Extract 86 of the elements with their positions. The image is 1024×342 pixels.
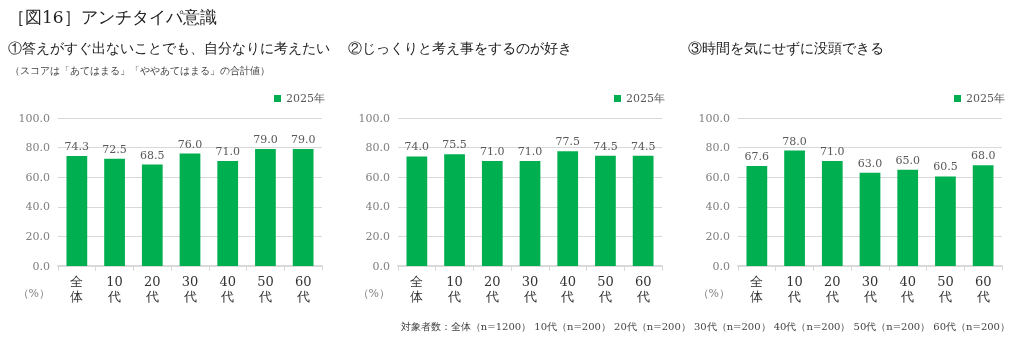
data-label: 79.0 (290, 133, 316, 147)
bar (141, 164, 163, 266)
y-tick-label: 100.0 (698, 111, 730, 125)
data-label: 74.5 (593, 139, 618, 153)
y-tick-label: 80.0 (705, 141, 730, 155)
legend-label: 2025年 (626, 92, 666, 105)
y-tick-label: 60.0 (705, 170, 730, 184)
chart-title: ①答えがすぐ出ないことでも、自分なりに考えたい (8, 40, 330, 58)
bar (217, 160, 239, 266)
legend-label: 2025年 (286, 92, 326, 105)
x-tick-label: 60代 (974, 274, 992, 304)
x-tick-label: 40代 (899, 274, 916, 304)
chart-title: ③時間を気にせずに没頭できる (688, 40, 884, 58)
y-tick-label: 80.0 (365, 141, 390, 155)
bar (104, 158, 125, 266)
bar (821, 160, 843, 266)
y-tick-label: 60.0 (25, 170, 50, 184)
data-label: 65.0 (895, 153, 920, 167)
bar (746, 165, 768, 266)
x-tick-label: 20代 (824, 274, 841, 304)
bar (859, 172, 881, 266)
data-label: 68.5 (140, 148, 165, 162)
y-tick-label: 40.0 (365, 200, 390, 214)
x-tick-label: 40代 (219, 274, 236, 304)
data-label: 79.0 (253, 133, 278, 147)
bar (255, 149, 276, 266)
data-label: 77.5 (555, 135, 580, 149)
data-label: 63.0 (857, 156, 883, 170)
x-tick-label: 30代 (181, 274, 199, 304)
x-tick-label: 30代 (861, 274, 879, 304)
bar (66, 156, 88, 266)
data-label: 71.0 (480, 144, 505, 158)
x-tick-label: 20代 (484, 274, 501, 304)
x-tick-label: 10代 (446, 274, 463, 304)
x-tick-label: 20代 (144, 274, 161, 304)
data-label: 74.5 (630, 139, 656, 153)
data-label: 60.5 (933, 160, 958, 174)
x-tick-label: 40代 (559, 274, 576, 304)
x-tick-label: 50代 (257, 274, 274, 304)
data-label: 75.5 (442, 138, 467, 152)
x-tick-label: 10代 (786, 274, 803, 304)
bar (784, 150, 805, 266)
y-tick-label: 40.0 (25, 200, 50, 214)
data-label: 71.0 (820, 144, 845, 158)
legend-label: 2025年 (966, 92, 1006, 105)
bar (179, 153, 201, 266)
data-label: 68.0 (970, 149, 996, 163)
bar (897, 169, 919, 266)
data-label: 72.5 (102, 142, 127, 156)
data-label: 71.0 (517, 144, 543, 158)
x-tick-label: 60代 (294, 274, 312, 304)
data-label: 74.0 (404, 140, 430, 154)
y-tick-label: 80.0 (25, 141, 50, 155)
x-tick-label: 全体 (750, 274, 764, 304)
y-axis-title: （%） (357, 287, 390, 300)
y-axis-title: （%） (17, 287, 50, 300)
y-tick-label: 20.0 (25, 229, 50, 243)
x-tick-label: 10代 (106, 274, 123, 304)
data-label: 78.0 (782, 134, 807, 148)
data-label: 74.3 (64, 140, 90, 154)
x-tick-label: 全体 (70, 274, 84, 304)
y-tick-label: 40.0 (705, 200, 730, 214)
chart-subtitle: （スコアは「あてはまる」「ややあてはまる」の合計値） (10, 64, 270, 78)
y-tick-label: 0.0 (372, 259, 390, 273)
x-tick-label: 30代 (521, 274, 539, 304)
x-tick-label: 60代 (634, 274, 652, 304)
x-tick-label: 50代 (597, 274, 614, 304)
data-label: 76.0 (177, 137, 203, 151)
bar (292, 149, 314, 266)
y-axis-title: （%） (697, 287, 730, 300)
y-tick-label: 60.0 (365, 170, 390, 184)
x-tick-label: 全体 (410, 274, 424, 304)
y-tick-label: 0.0 (32, 259, 50, 273)
data-label: 71.0 (215, 144, 240, 158)
chart-title: ②じっくりと考え事をするのが好き (348, 40, 572, 58)
y-tick-label: 100.0 (358, 111, 390, 125)
bar (935, 176, 956, 266)
x-tick-label: 50代 (937, 274, 954, 304)
text: ［図16］アンチタイパ意識 (8, 6, 217, 29)
data-label: 67.6 (744, 149, 770, 163)
text: 対象者数：全体（n=1200） 10代（n=200） 20代（n=200） 30代（n=200） 40代（n=200） 50代（n=200） 60代（n=200） (400, 320, 1010, 334)
y-tick-label: 20.0 (365, 229, 390, 243)
y-tick-label: 100.0 (18, 111, 50, 125)
bar (972, 165, 994, 266)
y-tick-label: 20.0 (705, 229, 730, 243)
y-tick-label: 0.0 (712, 259, 730, 273)
